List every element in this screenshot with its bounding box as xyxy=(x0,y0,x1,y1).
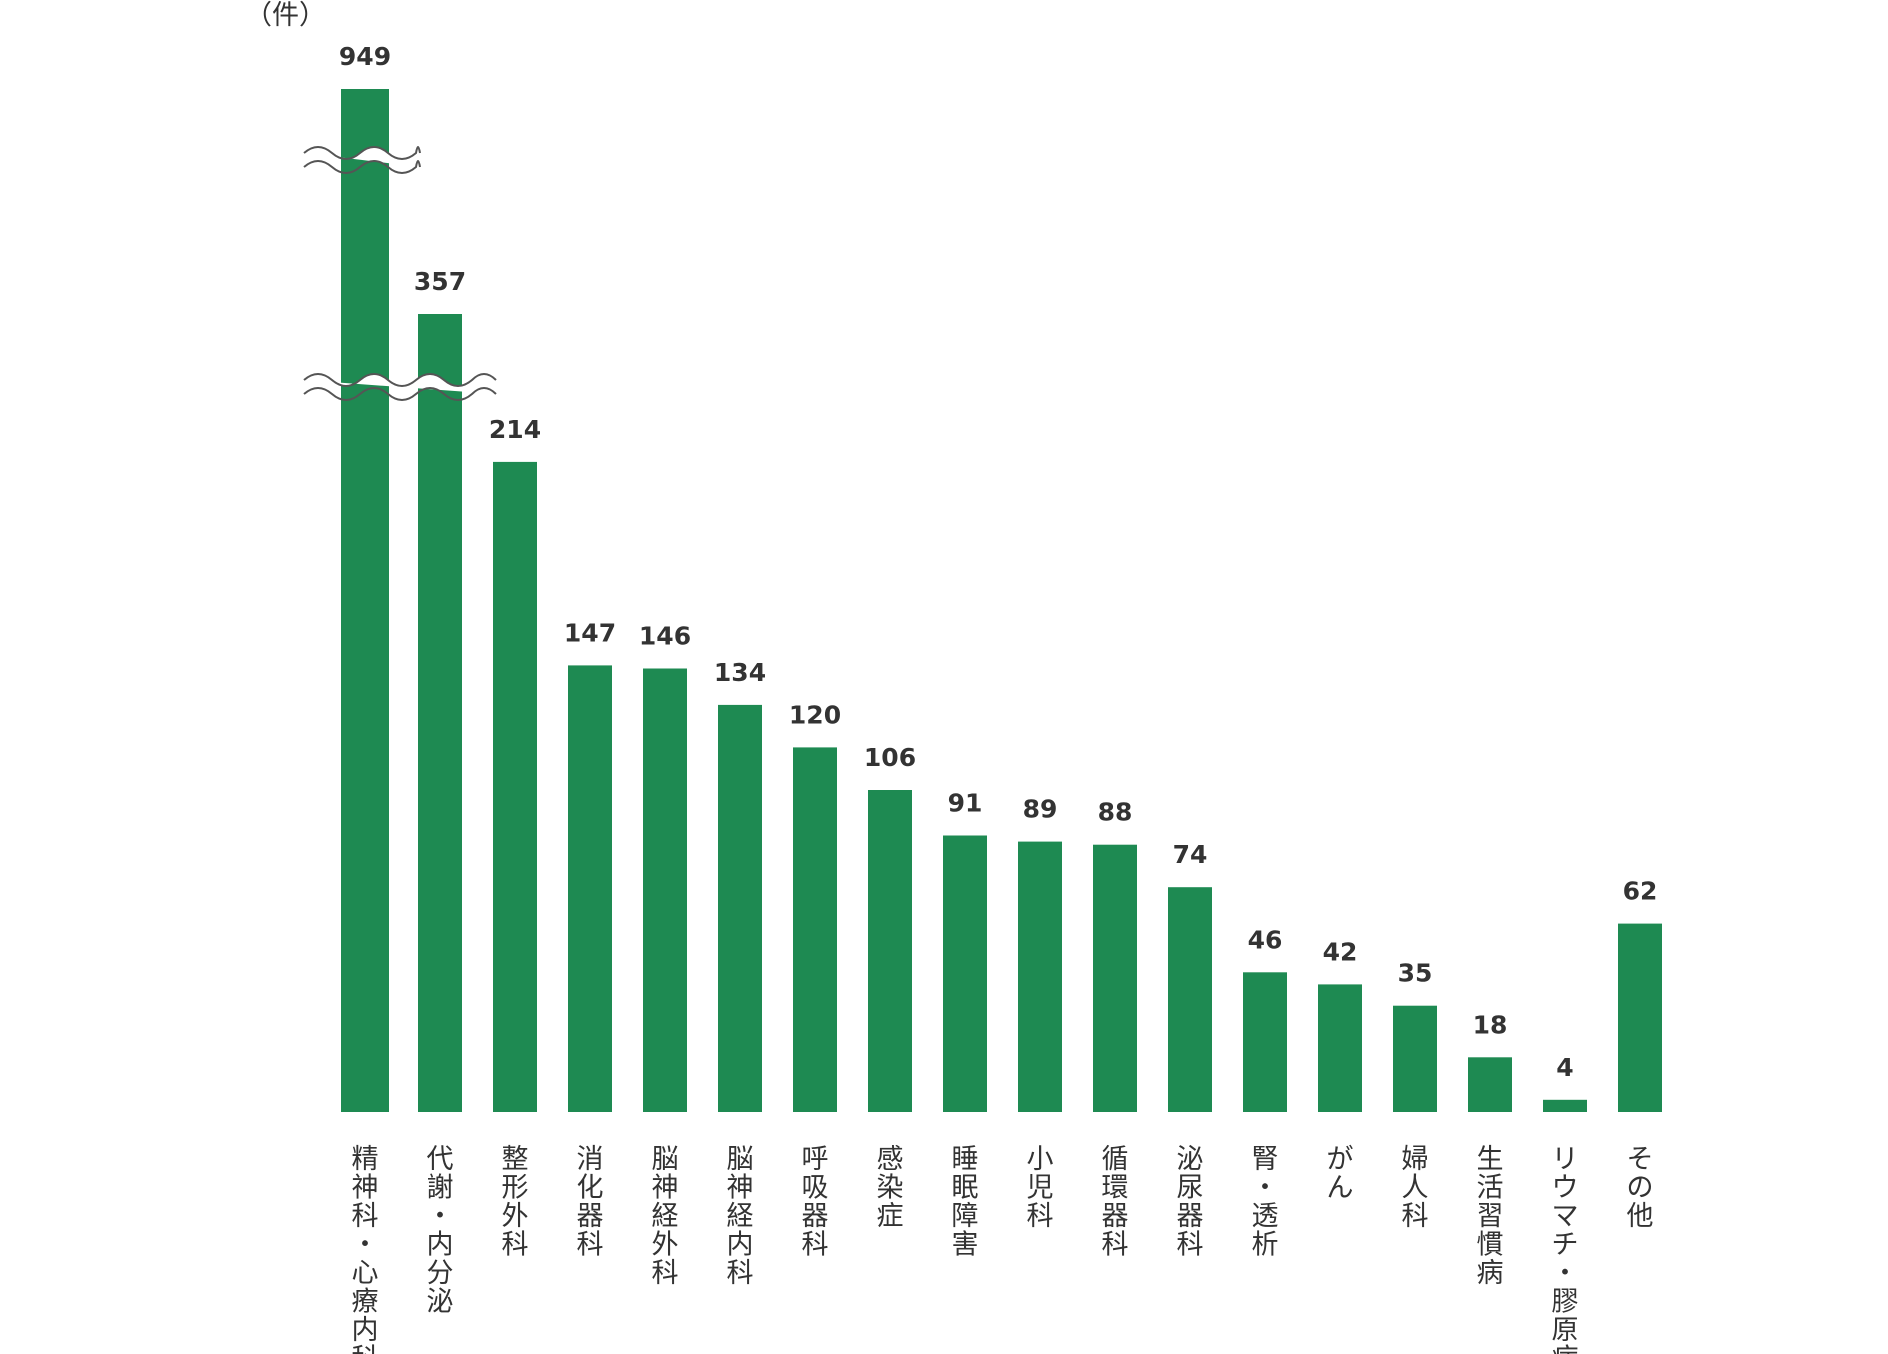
category-label: 消化器科 xyxy=(577,1144,604,1261)
bar-value-label: 18 xyxy=(1473,1010,1508,1039)
category-label: 睡眠障害 xyxy=(952,1144,979,1261)
bar xyxy=(1468,1057,1512,1112)
axis-break-fill xyxy=(304,147,420,167)
category-label: 小児科 xyxy=(1027,1144,1054,1232)
bar-value-label: 88 xyxy=(1098,798,1133,827)
bar-value-label: 147 xyxy=(564,618,616,647)
category-label: 精神科・心療内科 xyxy=(352,1144,379,1354)
bar xyxy=(1093,844,1137,1112)
bar-value-label: 46 xyxy=(1248,925,1283,954)
bar-value-label: 4 xyxy=(1556,1053,1573,1082)
bar xyxy=(718,704,762,1112)
axis-break-fill xyxy=(304,374,496,394)
bar-value-label: 74 xyxy=(1173,840,1208,869)
bar xyxy=(1168,887,1212,1112)
bar xyxy=(1618,923,1662,1112)
category-label: 呼吸器科 xyxy=(802,1144,829,1261)
bar xyxy=(493,461,537,1112)
bar xyxy=(793,747,837,1112)
category-label: 腎・透析 xyxy=(1252,1144,1279,1261)
category-label: その他 xyxy=(1627,1144,1654,1232)
category-label: 生活習慣病 xyxy=(1477,1144,1504,1289)
bar xyxy=(1018,841,1062,1112)
bar-value-label: 89 xyxy=(1023,795,1058,824)
bar-value-label: 120 xyxy=(789,700,841,729)
bar-value-label: 91 xyxy=(948,789,983,818)
bar-value-label: 949 xyxy=(339,42,391,71)
category-label: 循環器科 xyxy=(1102,1144,1129,1261)
bar xyxy=(1318,984,1362,1112)
bar-value-label: 106 xyxy=(864,743,916,772)
bar xyxy=(341,89,389,1112)
bar xyxy=(643,668,687,1112)
axis-break-line xyxy=(303,387,497,401)
bar xyxy=(868,790,912,1112)
category-label: 泌尿器科 xyxy=(1177,1144,1204,1261)
bar xyxy=(1393,1005,1437,1112)
category-label: リウマチ・膠原病 xyxy=(1552,1144,1579,1354)
bar xyxy=(943,835,987,1112)
category-label: 感染症 xyxy=(877,1144,904,1232)
category-label: 脳神経内科 xyxy=(727,1144,754,1289)
bar-value-label: 357 xyxy=(414,267,466,296)
bar-value-label: 134 xyxy=(714,658,766,687)
bar xyxy=(568,665,612,1112)
bar-value-label: 62 xyxy=(1623,877,1658,906)
axis-break-line xyxy=(303,373,497,387)
bar-value-label: 42 xyxy=(1323,937,1358,966)
axis-break-line xyxy=(303,146,421,160)
category-label: 整形外科 xyxy=(502,1144,529,1261)
bar xyxy=(418,314,462,1112)
axis-break-line xyxy=(303,160,421,174)
unit-label: （件） xyxy=(245,0,326,31)
bar xyxy=(1243,972,1287,1112)
category-label: がん xyxy=(1327,1144,1354,1204)
bar-value-label: 35 xyxy=(1398,959,1433,988)
bar-value-label: 214 xyxy=(489,415,541,444)
category-label: 代謝・内分泌 xyxy=(427,1144,454,1318)
bar xyxy=(1543,1099,1587,1112)
category-label: 脳神経外科 xyxy=(652,1144,679,1289)
bar-value-label: 146 xyxy=(639,622,691,651)
category-label: 婦人科 xyxy=(1402,1144,1429,1232)
